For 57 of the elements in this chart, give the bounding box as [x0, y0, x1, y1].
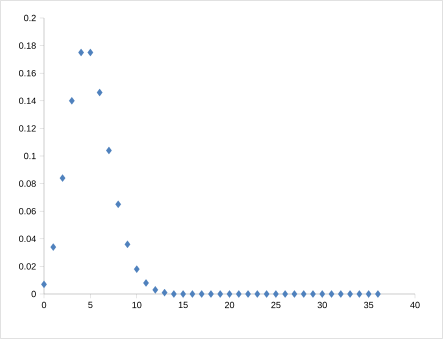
point [180, 290, 186, 298]
x-tick-label: 5 [88, 302, 92, 308]
point [310, 290, 316, 298]
point [68, 96, 75, 105]
x-tick-label: 40 [410, 302, 420, 308]
x-tick-label: 20 [224, 302, 234, 308]
point [282, 290, 288, 298]
y-tick-label: 0.06 [19, 208, 36, 214]
point [60, 174, 66, 182]
y-tick-label: 0.02 [19, 263, 36, 270]
point [375, 290, 381, 298]
y-tick-label: 0.1 [24, 152, 36, 160]
point [366, 290, 372, 298]
point [245, 290, 251, 298]
point [226, 290, 232, 298]
point [106, 146, 112, 154]
point [236, 290, 242, 298]
point [356, 290, 362, 298]
point [115, 200, 122, 208]
y-tick-label: 0.2 [24, 14, 36, 22]
y-tick-label: 0.12 [19, 125, 36, 132]
x-tick-label: 35 [364, 302, 374, 308]
y-tick-label: 0.18 [19, 42, 36, 49]
y-tick-label: 0 [32, 290, 36, 298]
point [319, 290, 326, 298]
point [300, 290, 307, 298]
point [328, 290, 334, 298]
point [134, 265, 140, 273]
x-tick-label: 30 [318, 302, 327, 308]
point [338, 290, 344, 298]
point [124, 240, 130, 248]
y-tick-label: 0.08 [19, 180, 36, 187]
x-tick-label: 0 [42, 302, 46, 308]
x-tick-label: 10 [132, 302, 142, 308]
point [272, 290, 279, 298]
y-tick-label: 0.16 [19, 70, 36, 76]
point [217, 290, 224, 298]
x-tick-label: 15 [178, 302, 188, 308]
point [78, 48, 84, 56]
point [143, 279, 149, 287]
point [347, 290, 353, 298]
point [254, 290, 260, 298]
point [41, 280, 47, 288]
point [87, 48, 94, 56]
point [198, 290, 205, 298]
point [50, 243, 56, 251]
point [208, 290, 214, 298]
point [292, 290, 298, 298]
x-tick-label: 25 [271, 302, 281, 308]
point [152, 286, 158, 294]
y-tick-label: 0.14 [19, 98, 36, 104]
point [96, 88, 103, 96]
y-tick-label: 0.04 [19, 236, 36, 242]
point [162, 288, 168, 296]
point [170, 290, 177, 298]
point [190, 290, 196, 298]
point [264, 290, 270, 298]
